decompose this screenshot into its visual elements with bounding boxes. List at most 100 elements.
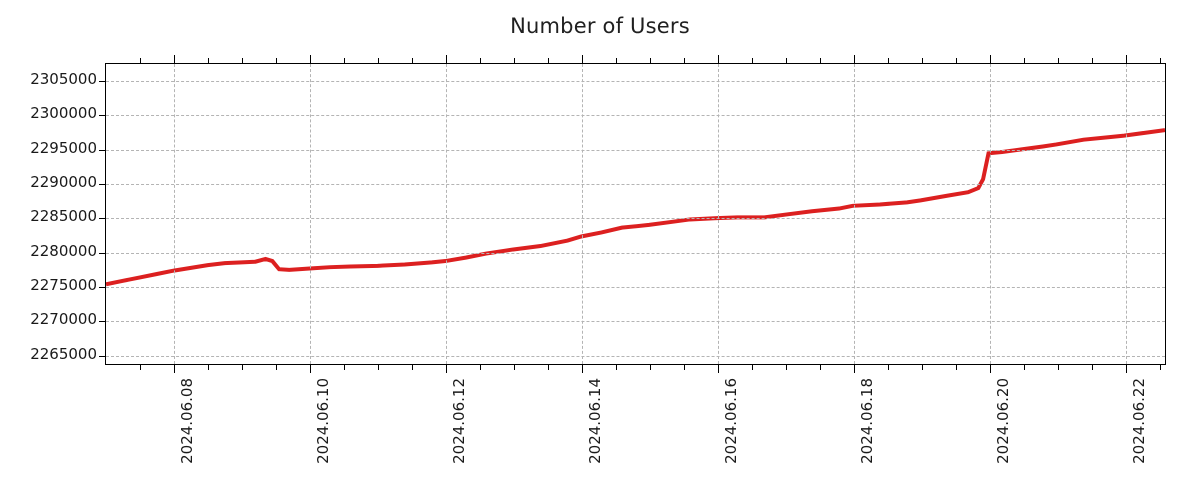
x-axis-tick	[990, 364, 992, 373]
x-axis-minor-tick	[276, 58, 278, 64]
x-axis-minor-tick	[276, 364, 278, 370]
gridline-horizontal	[106, 115, 1165, 117]
x-axis-tick-label: 2024.06.18	[858, 378, 877, 464]
x-axis-minor-tick	[412, 364, 414, 370]
gridline-vertical	[310, 64, 312, 364]
x-axis-minor-tick	[1160, 58, 1162, 64]
y-axis-tick-label: 2295000	[30, 138, 97, 157]
x-axis-tick	[854, 364, 856, 373]
data-series-line	[106, 64, 1165, 364]
x-axis-tick	[718, 55, 720, 64]
x-axis-minor-tick	[344, 58, 346, 64]
y-axis-tick	[99, 252, 106, 254]
x-axis-tick	[310, 364, 312, 373]
y-axis-tick-label: 2285000	[30, 207, 97, 226]
y-axis-tick	[99, 149, 106, 151]
y-axis-tick-label: 2280000	[30, 241, 97, 260]
y-axis-tick-label: 2265000	[30, 344, 97, 363]
y-axis-tick	[99, 81, 106, 83]
x-axis-minor-tick	[752, 364, 754, 370]
x-axis-tick	[1126, 364, 1128, 373]
y-axis-tick	[99, 115, 106, 117]
x-axis-minor-tick	[752, 58, 754, 64]
x-axis-minor-tick	[786, 364, 788, 370]
gridline-horizontal	[106, 321, 1165, 323]
x-axis-minor-tick	[650, 58, 652, 64]
y-axis-tick-label: 2275000	[30, 276, 97, 295]
x-axis-minor-tick	[1058, 58, 1060, 64]
x-axis-tick	[582, 55, 584, 64]
x-axis-minor-tick	[616, 58, 618, 64]
x-axis-minor-tick	[684, 58, 686, 64]
x-axis-tick	[446, 364, 448, 373]
gridline-vertical	[446, 64, 448, 364]
x-axis-minor-tick	[1024, 364, 1026, 370]
x-axis-minor-tick	[514, 58, 516, 64]
x-axis-tick	[990, 55, 992, 64]
x-axis-tick	[718, 364, 720, 373]
x-axis-minor-tick	[1058, 364, 1060, 370]
x-axis-minor-tick	[242, 58, 244, 64]
x-axis-minor-tick	[480, 364, 482, 370]
x-axis-minor-tick	[140, 364, 141, 370]
x-axis-minor-tick	[922, 58, 924, 64]
x-axis-minor-tick	[922, 364, 924, 370]
gridline-horizontal	[106, 287, 1165, 289]
x-axis-tick-label: 2024.06.08	[178, 378, 196, 464]
x-axis-minor-tick	[786, 58, 788, 64]
x-axis-minor-tick	[140, 58, 141, 64]
plot-inner	[106, 64, 1165, 364]
x-axis-minor-tick	[820, 58, 822, 64]
x-axis-minor-tick	[208, 58, 210, 64]
x-axis-tick-label: 2024.06.22	[1130, 378, 1149, 464]
x-axis-minor-tick	[242, 364, 244, 370]
y-axis-tick	[99, 321, 106, 323]
x-axis-tick-label: 2024.06.20	[994, 378, 1013, 464]
x-axis-minor-tick	[548, 58, 550, 64]
y-axis-tick-label: 2305000	[30, 70, 97, 89]
y-axis-tick	[99, 218, 106, 220]
x-axis-minor-tick	[1092, 58, 1094, 64]
gridline-vertical	[582, 64, 584, 364]
x-axis-tick-label: 2024.06.10	[314, 378, 333, 464]
gridline-vertical	[718, 64, 720, 364]
x-axis-tick	[310, 55, 312, 64]
x-axis-tick	[854, 55, 856, 64]
x-axis-minor-tick	[548, 364, 550, 370]
x-axis-tick	[174, 55, 175, 64]
x-axis-minor-tick	[956, 364, 958, 370]
x-axis-tick	[1126, 55, 1128, 64]
x-axis-tick-label: 2024.06.14	[586, 378, 605, 464]
y-axis-tick	[99, 355, 106, 357]
x-axis-tick-label: 2024.06.16	[722, 378, 741, 464]
x-axis-minor-tick	[378, 58, 380, 64]
x-axis-minor-tick	[888, 364, 890, 370]
x-axis-minor-tick	[480, 58, 482, 64]
y-axis-tick-label: 2300000	[30, 104, 97, 123]
x-axis-tick	[446, 55, 448, 64]
x-axis-minor-tick	[344, 364, 346, 370]
chart-title: Number of Users	[510, 14, 690, 38]
x-axis-minor-tick	[1092, 364, 1094, 370]
x-axis-minor-tick	[616, 364, 618, 370]
y-axis-tick-label: 2270000	[30, 310, 97, 329]
x-axis-minor-tick	[378, 364, 380, 370]
gridline-horizontal	[106, 252, 1165, 254]
y-axis-tick-label: 2290000	[30, 173, 97, 192]
x-axis-minor-tick	[412, 58, 414, 64]
x-axis-minor-tick	[514, 364, 516, 370]
x-axis-tick	[582, 364, 584, 373]
x-axis-minor-tick	[650, 364, 652, 370]
gridline-horizontal	[106, 149, 1165, 151]
gridline-horizontal	[106, 81, 1165, 83]
x-axis-tick	[174, 364, 175, 373]
plot-area	[99, 55, 1166, 373]
x-axis-tick-label: 2024.06.12	[450, 378, 469, 464]
x-axis-minor-tick	[1024, 58, 1026, 64]
gridline-horizontal	[106, 184, 1165, 186]
y-axis-labels: 2265000 2270000 2275000 2280000 2285000 22900…	[0, 0, 97, 500]
x-axis-minor-tick	[1160, 364, 1162, 370]
series-polyline	[106, 130, 1165, 284]
gridline-vertical	[174, 64, 175, 364]
